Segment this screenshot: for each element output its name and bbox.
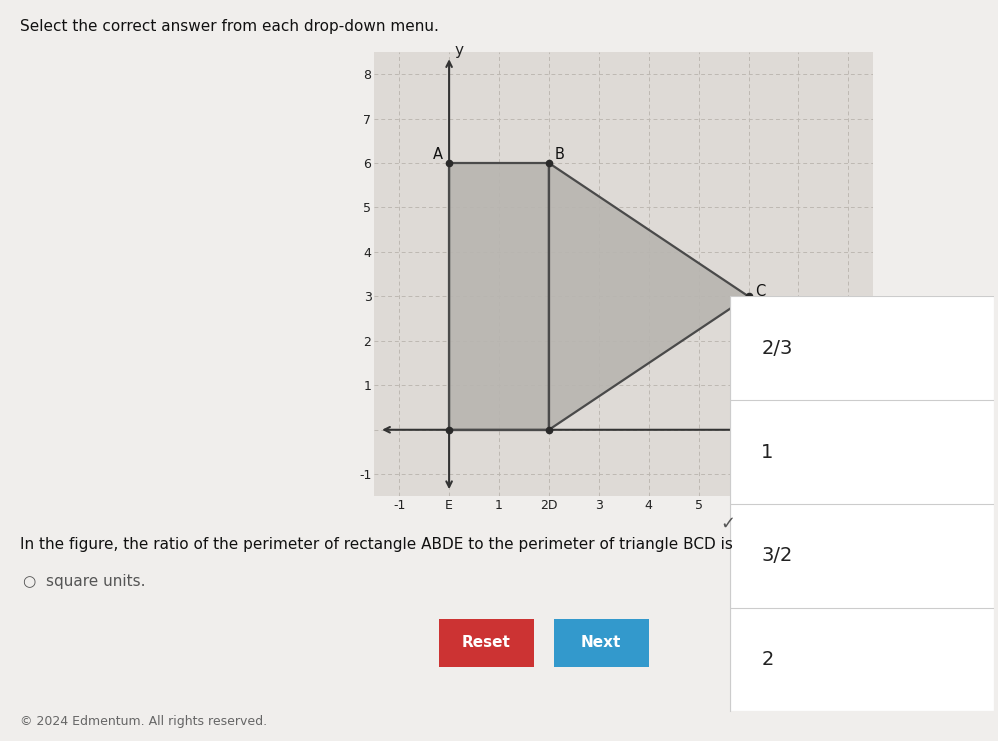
Text: 3/2: 3/2 <box>761 546 792 565</box>
Text: C: C <box>755 285 765 299</box>
Text: 1: 1 <box>761 442 773 462</box>
Text: 2/3: 2/3 <box>761 339 792 358</box>
Polygon shape <box>549 163 748 430</box>
FancyBboxPatch shape <box>730 296 994 711</box>
Text: A: A <box>433 147 443 162</box>
Text: Next: Next <box>581 635 622 651</box>
FancyBboxPatch shape <box>546 615 657 671</box>
Text: 2: 2 <box>761 650 773 669</box>
Text: ✓: ✓ <box>721 515 736 533</box>
Text: © 2024 Edmentum. All rights reserved.: © 2024 Edmentum. All rights reserved. <box>20 714 267 728</box>
FancyBboxPatch shape <box>431 615 542 671</box>
Text: x: x <box>870 413 880 428</box>
Text: Select the correct answer from each drop-down menu.: Select the correct answer from each drop… <box>20 19 439 33</box>
Text: B: B <box>555 147 565 162</box>
Text: y: y <box>454 44 463 59</box>
Text: Reset: Reset <box>462 635 511 651</box>
Text: ○  square units.: ○ square units. <box>23 574 146 589</box>
Text: In the figure, the ratio of the perimeter of rectangle ABDE to the perimeter of : In the figure, the ratio of the perimete… <box>20 537 733 552</box>
Polygon shape <box>449 163 549 430</box>
